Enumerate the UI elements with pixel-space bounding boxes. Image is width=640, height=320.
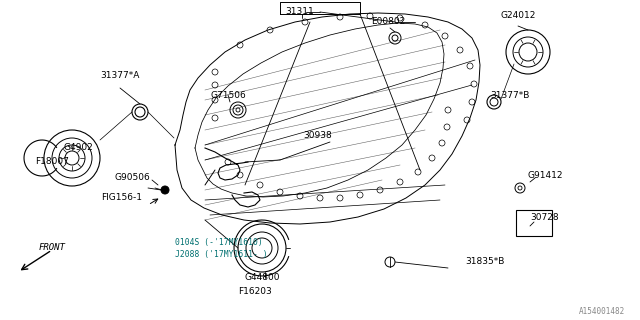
Text: F18007: F18007 — [35, 157, 69, 166]
Text: 0104S (-'17MY1610): 0104S (-'17MY1610) — [175, 237, 263, 246]
Text: 30938: 30938 — [303, 131, 332, 140]
Text: FIG156-1: FIG156-1 — [102, 194, 143, 203]
Text: E00802: E00802 — [371, 18, 405, 27]
Text: G71506: G71506 — [210, 92, 246, 100]
Text: F16203: F16203 — [238, 287, 272, 297]
Text: 30728: 30728 — [531, 213, 559, 222]
Text: G24012: G24012 — [500, 11, 536, 20]
Text: G44800: G44800 — [244, 274, 280, 283]
Text: G91412: G91412 — [527, 171, 563, 180]
Circle shape — [161, 186, 169, 194]
Text: J2088 ('17MY1611- ): J2088 ('17MY1611- ) — [175, 250, 268, 259]
Text: 31311: 31311 — [285, 6, 314, 15]
Text: A154001482: A154001482 — [579, 308, 625, 316]
Text: 31377*B: 31377*B — [490, 91, 530, 100]
Text: G4902: G4902 — [63, 143, 93, 153]
Text: G90506: G90506 — [114, 173, 150, 182]
Text: 31377*A: 31377*A — [100, 71, 140, 81]
Text: 31835*B: 31835*B — [465, 258, 504, 267]
Text: FRONT: FRONT — [38, 244, 65, 252]
